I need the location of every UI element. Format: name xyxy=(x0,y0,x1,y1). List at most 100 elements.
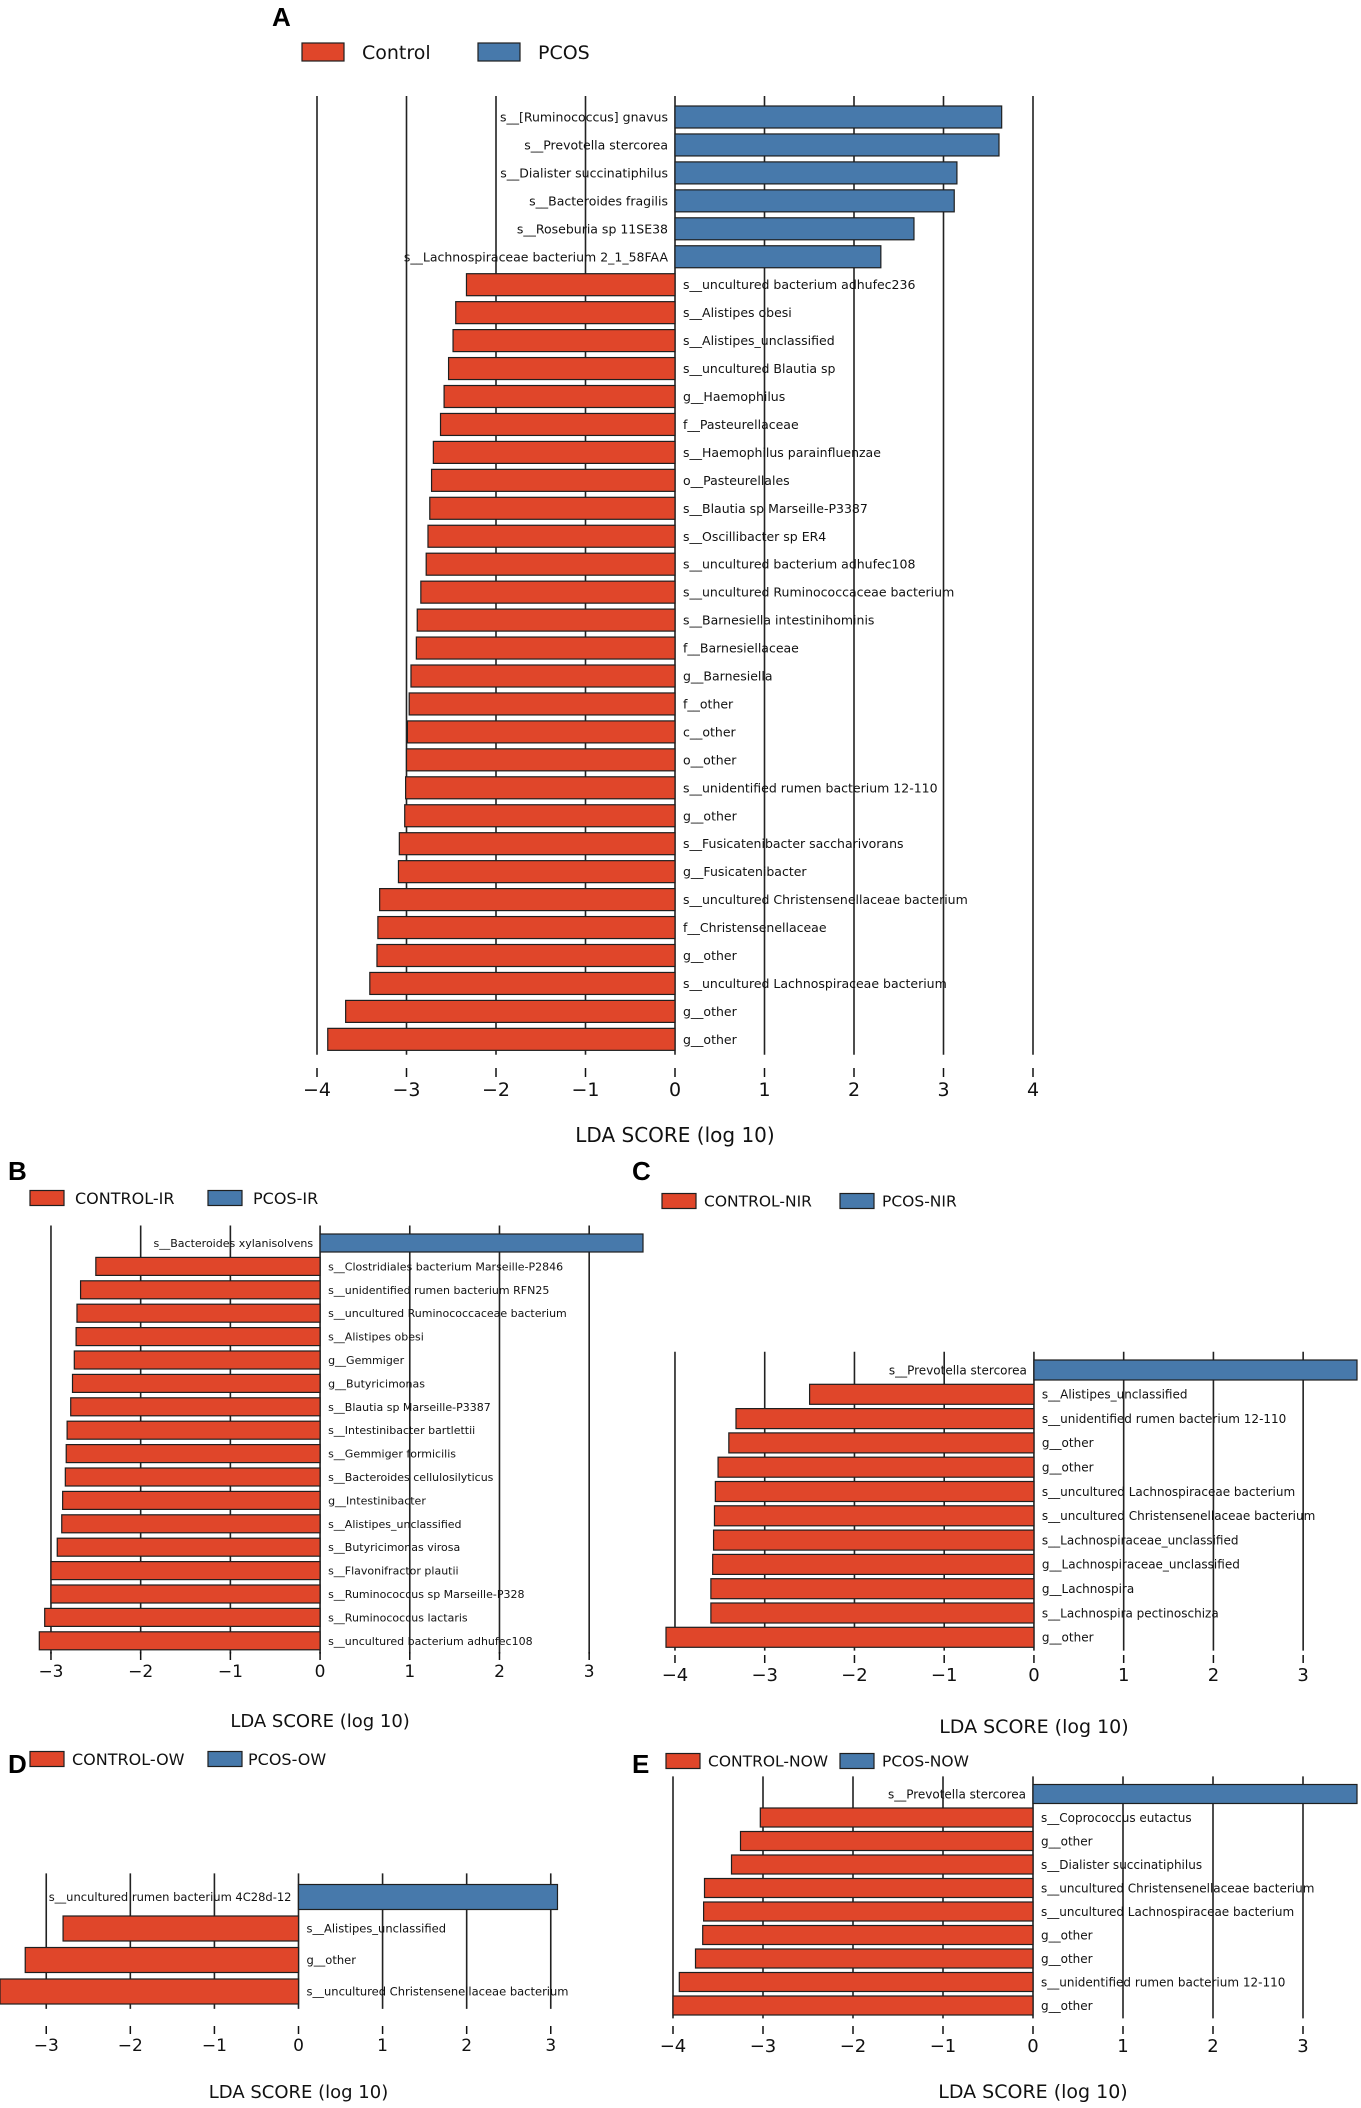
x-axis-title-a: LDA SCORE (log 10) xyxy=(575,1123,774,1147)
bar-a-27 xyxy=(397,860,676,884)
bar-a-25 xyxy=(404,804,676,828)
xtick-label-d-4: 1 xyxy=(377,2036,388,2056)
legend-label-d-0: CONTROL-OW xyxy=(72,1750,185,1769)
xtick-label-a-4: 0 xyxy=(669,1079,681,1101)
bar-a-2 xyxy=(674,161,958,185)
bar-c-4 xyxy=(717,1456,1035,1478)
bar-a-6 xyxy=(465,273,676,297)
xtick-label-c-7: 3 xyxy=(1297,1665,1308,1686)
xtick-label-e-5: 1 xyxy=(1117,2036,1128,2057)
bar-e-7 xyxy=(694,1948,1034,1969)
feature-label-c-3: g__other xyxy=(1042,1436,1094,1450)
feature-label-c-2: s__unidentified rumen bacterium 12-110 xyxy=(1042,1412,1286,1426)
feature-label-e-3: s__Dialister succinatiphilus xyxy=(1041,1858,1202,1872)
feature-label-b-2: s__unidentified rumen bacterium RFN25 xyxy=(328,1284,549,1297)
xtick-label-b-2: −1 xyxy=(218,1662,243,1682)
feature-label-a-12: s__Haemophilus parainfluenzae xyxy=(683,445,881,460)
legend-label-b-0: CONTROL-IR xyxy=(75,1189,174,1208)
legend-swatch-e-0 xyxy=(665,1752,701,1770)
bar-d-3 xyxy=(0,1978,300,2005)
feature-label-b-6: g__Butyricimonas xyxy=(328,1377,425,1390)
xtick-label-c-3: −1 xyxy=(931,1665,958,1686)
bar-a-11 xyxy=(439,412,676,437)
bar-e-1 xyxy=(759,1807,1034,1828)
bar-a-8 xyxy=(452,329,676,353)
feature-label-a-6: s__uncultured bacterium adhufec236 xyxy=(683,277,915,292)
feature-label-c-8: g__Lachnospiraceae_unclassified xyxy=(1042,1558,1240,1572)
legend-label-b-1: PCOS-IR xyxy=(253,1189,318,1208)
xtick-label-e-3: −1 xyxy=(930,2036,957,2057)
xtick-label-e-4: 0 xyxy=(1027,2036,1038,2057)
feature-label-e-0: s__Prevotella stercorea xyxy=(888,1787,1026,1801)
bar-a-0 xyxy=(674,105,1003,129)
bar-b-15 xyxy=(50,1584,321,1604)
xtick-label-a-1: −3 xyxy=(392,1079,420,1101)
feature-label-c-0: s__Prevotella stercorea xyxy=(889,1363,1027,1377)
bar-b-9 xyxy=(65,1443,321,1464)
feature-label-c-6: s__uncultured Christensenellaceae bacter… xyxy=(1042,1509,1315,1523)
feature-label-a-24: s__unidentified rumen bacterium 12-110 xyxy=(683,780,938,795)
xtick-label-b-6: 3 xyxy=(584,1662,595,1682)
x-axis-title-b: LDA SCORE (log 10) xyxy=(230,1711,409,1732)
xtick-label-d-1: −2 xyxy=(118,2036,143,2056)
bar-e-4 xyxy=(703,1877,1034,1899)
feature-label-d-1: s__Alistipes_unclassified xyxy=(307,1922,447,1936)
x-axis-title-e: LDA SCORE (log 10) xyxy=(938,2081,1127,2103)
legend-swatch-e-1 xyxy=(839,1752,875,1770)
bar-b-0 xyxy=(319,1233,644,1253)
legend-swatch-a-0 xyxy=(301,42,345,62)
xtick-label-a-7: 3 xyxy=(937,1079,949,1101)
xtick-label-a-6: 2 xyxy=(848,1079,860,1101)
xtick-label-c-0: −4 xyxy=(662,1665,689,1686)
legend-label-c-0: CONTROL-NIR xyxy=(704,1193,812,1211)
feature-label-b-5: g__Gemmiger xyxy=(328,1354,405,1367)
legend-swatch-d-0 xyxy=(29,1750,65,1768)
xtick-label-e-2: −2 xyxy=(840,2036,867,2057)
feature-label-e-9: g__other xyxy=(1041,1999,1093,2013)
bar-a-33 xyxy=(327,1027,676,1051)
bar-a-26 xyxy=(398,832,676,856)
feature-label-e-4: s__uncultured Christensenellaceae bacter… xyxy=(1041,1881,1314,1895)
xtick-label-b-0: −3 xyxy=(38,1662,63,1682)
feature-label-a-33: g__other xyxy=(683,1032,738,1047)
bar-b-4 xyxy=(75,1326,321,1347)
feature-label-b-12: s__Alistipes_unclassified xyxy=(328,1518,461,1531)
bar-e-6 xyxy=(702,1924,1034,1946)
bar-b-17 xyxy=(38,1631,321,1651)
feature-label-a-26: s__Fusicatenibacter saccharivorans xyxy=(683,836,904,851)
legend-label-a-0: Control xyxy=(362,42,431,64)
bar-b-3 xyxy=(76,1303,321,1323)
feature-label-b-0: s__Bacteroides xylanisolvens xyxy=(154,1237,314,1250)
bar-a-7 xyxy=(455,301,676,325)
bar-c-2 xyxy=(735,1407,1035,1430)
bar-a-28 xyxy=(379,887,676,912)
feature-label-b-4: s__Alistipes obesi xyxy=(328,1331,424,1344)
feature-label-d-0: s__uncultured rumen bacterium 4C28d-12 xyxy=(49,1890,292,1904)
bar-b-7 xyxy=(70,1397,321,1417)
feature-label-a-13: o__Pasteurellales xyxy=(683,473,790,488)
bar-a-4 xyxy=(674,217,915,241)
feature-label-e-6: g__other xyxy=(1041,1928,1093,1942)
feature-label-b-11: g__Intestinibacter xyxy=(328,1494,426,1507)
bar-b-16 xyxy=(44,1607,321,1628)
bar-c-3 xyxy=(728,1432,1035,1454)
feature-label-b-8: s__Intestinibacter bartlettii xyxy=(328,1424,475,1437)
feature-label-c-4: g__other xyxy=(1042,1461,1094,1475)
xtick-label-b-4: 1 xyxy=(404,1662,415,1682)
feature-label-d-3: s__uncultured Christensenellaceae bacter… xyxy=(307,1985,569,1999)
bar-a-5 xyxy=(674,245,882,269)
feature-label-c-7: s__Lachnospiraceae_unclassified xyxy=(1042,1533,1239,1547)
xtick-label-e-1: −3 xyxy=(750,2036,777,2057)
xtick-label-e-0: −4 xyxy=(660,2036,687,2057)
feature-label-b-14: s__Flavonifractor plautii xyxy=(328,1565,459,1578)
bar-b-1 xyxy=(95,1256,321,1277)
xtick-label-d-5: 2 xyxy=(461,2036,472,2056)
bar-e-3 xyxy=(730,1854,1034,1875)
feature-label-a-10: g__Haemophilus xyxy=(683,389,785,404)
bar-a-1 xyxy=(674,133,1000,157)
feature-label-a-18: s__Barnesiella intestinihominis xyxy=(683,613,874,628)
xtick-label-e-6: 2 xyxy=(1207,2036,1218,2057)
feature-label-a-25: g__other xyxy=(683,808,738,823)
bar-a-31 xyxy=(369,971,676,996)
